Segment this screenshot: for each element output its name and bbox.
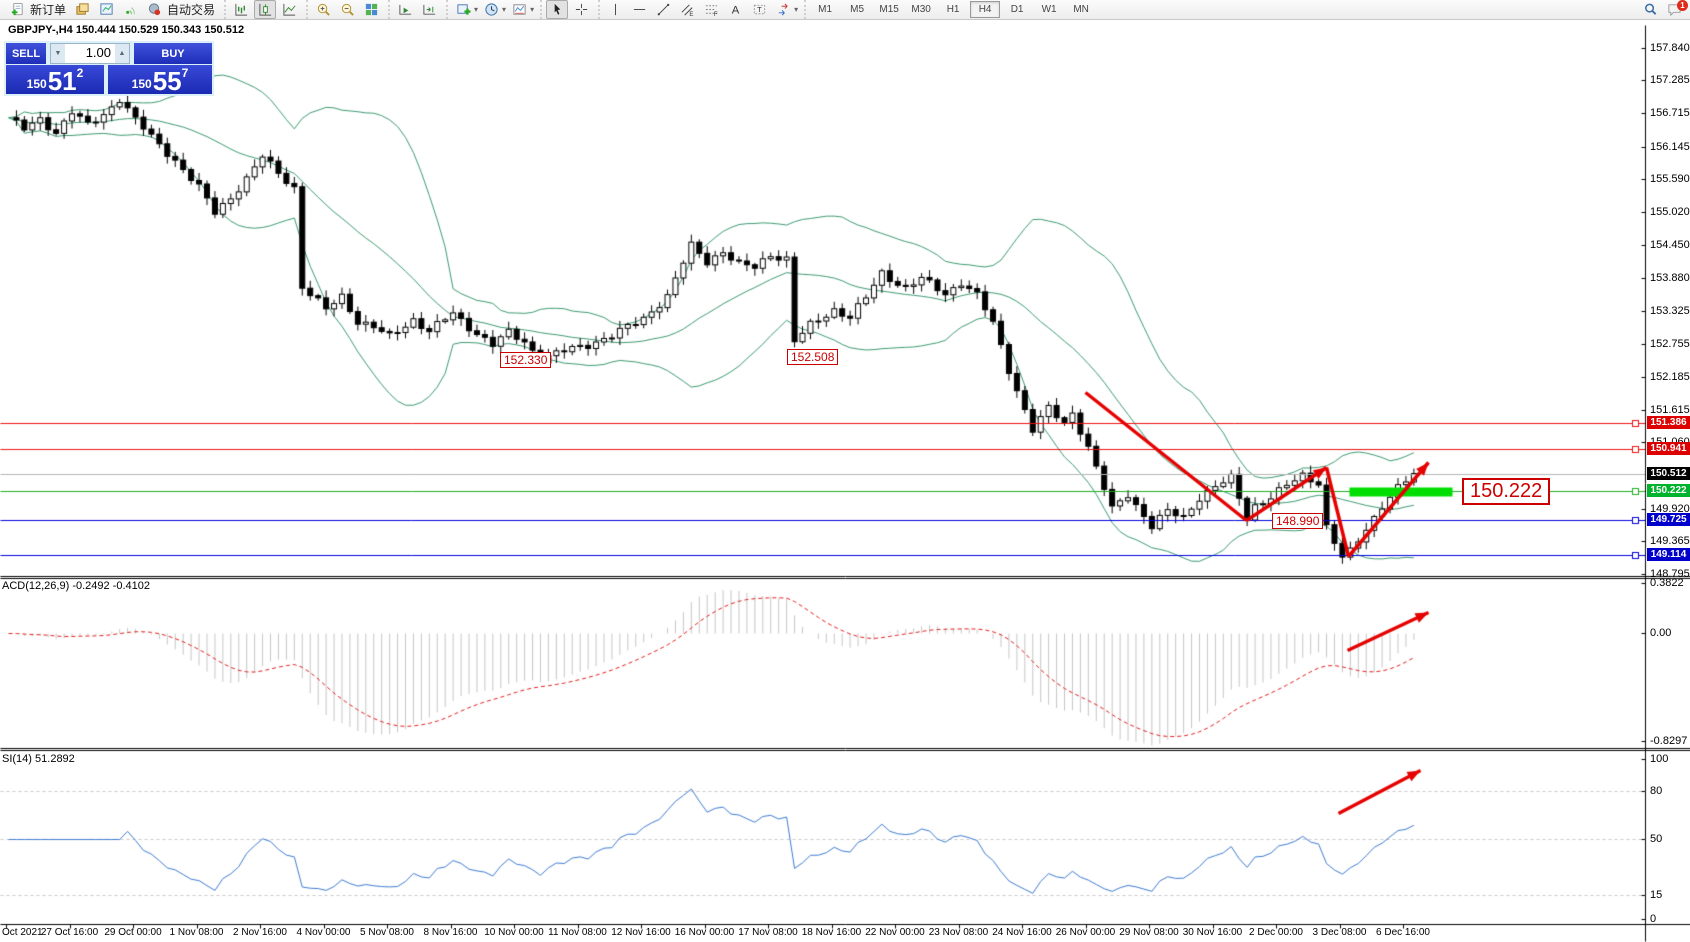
main-toolbar: 新订单 自动交易 ▾ ▾ ▾ E F A T ▾ M1 M5 M15 M30 H1 H4 D1 W1 MN 1 (0, 0, 1690, 20)
tile-windows-icon[interactable] (360, 0, 382, 19)
line-chart-icon[interactable] (278, 0, 300, 19)
chart-annotation[interactable]: 152.508 (787, 349, 839, 365)
volume-input[interactable]: 1.00 (85, 45, 111, 60)
ask-price-button[interactable]: 150 55 7 (108, 65, 212, 94)
crosshair-icon[interactable] (570, 0, 592, 19)
vertical-line-icon[interactable] (604, 0, 626, 19)
volume-increase-icon[interactable]: ▲ (115, 44, 129, 63)
auto-scroll-icon[interactable] (394, 0, 416, 19)
timeframe-button-h1[interactable]: H1 (946, 4, 960, 15)
dropdown-caret-icon[interactable]: ▾ (474, 5, 479, 14)
svg-text:T: T (757, 5, 762, 14)
one-click-trade-panel: SELL ▼ 1.00 ▲ BUY 150 51 2 150 55 7 (4, 41, 214, 96)
market-watch-icon[interactable] (95, 0, 117, 19)
zoom-in-icon[interactable] (312, 0, 334, 19)
price-chart-canvas[interactable] (0, 20, 1690, 942)
chart-annotation[interactable]: 148.990 (1272, 513, 1324, 529)
dropdown-caret-icon[interactable]: ▾ (530, 5, 535, 14)
bid-prefix: 150 (26, 77, 47, 91)
chart-annotation[interactable]: 152.330 (500, 352, 552, 368)
svg-text:E: E (689, 11, 693, 17)
volume-decrease-icon[interactable]: ▼ (51, 44, 65, 63)
buy-button[interactable]: BUY (134, 43, 212, 64)
horizontal-line-icon[interactable] (628, 0, 650, 19)
timeframe-button-h4[interactable]: H4 (970, 1, 1001, 18)
bid-pip-digit: 2 (76, 66, 84, 80)
periods-icon[interactable] (480, 0, 502, 19)
trendline-icon[interactable] (652, 0, 674, 19)
dropdown-caret-icon[interactable]: ▾ (502, 5, 507, 14)
bid-price-button[interactable]: 150 51 2 (6, 65, 104, 94)
ask-big-digits: 55 (152, 66, 182, 96)
svg-text:A: A (731, 5, 739, 17)
chart-window: 157.840 157.285 156.715 156.145 155.590 155.0… (0, 20, 1690, 942)
ask-pip-digit: 7 (181, 66, 189, 80)
new-order-icon[interactable] (6, 0, 28, 19)
text-icon[interactable]: A (724, 0, 746, 19)
timeframe-button-m5[interactable]: M5 (850, 4, 865, 15)
svg-text:F: F (713, 11, 717, 17)
label-icon[interactable]: T (748, 0, 770, 19)
chat-unread-badge: 1 (1677, 0, 1688, 11)
timeframe-button-m1[interactable]: M1 (818, 4, 833, 15)
timeframe-button-mn[interactable]: MN (1073, 4, 1089, 15)
autotrading-icon[interactable] (143, 0, 165, 19)
chat-icon[interactable]: 1 (1663, 0, 1688, 19)
chart-shift-icon[interactable] (418, 0, 440, 19)
macd-indicator-label: ACD(12,26,9) -0.2492 -0.4102 (2, 580, 150, 592)
arrows-icon[interactable] (772, 0, 794, 19)
candlestick-chart-icon[interactable] (254, 0, 277, 19)
ohlc-header: GBPJPY-,H4 150.444 150.529 150.343 150.5… (8, 24, 245, 36)
indicators-icon[interactable] (452, 0, 474, 19)
templates-icon[interactable] (508, 0, 530, 19)
rsi-indicator-label: SI(14) 51.2892 (2, 753, 75, 765)
fibonacci-icon[interactable]: F (700, 0, 722, 19)
bar-chart-icon[interactable] (230, 0, 252, 19)
channel-icon[interactable]: E (676, 0, 698, 19)
new-order-label: 新订单 (30, 3, 67, 17)
ask-prefix: 150 (131, 77, 152, 91)
zoom-out-icon[interactable] (336, 0, 358, 19)
autotrading-label: 自动交易 (167, 3, 216, 17)
cursor-icon[interactable] (546, 0, 569, 19)
volume-stepper[interactable]: ▼ 1.00 ▲ (50, 43, 130, 64)
sell-button[interactable]: SELL (6, 43, 46, 64)
signals-icon[interactable] (119, 0, 141, 19)
charts-cascade-icon[interactable] (71, 0, 93, 19)
timeframe-button-d1[interactable]: D1 (1010, 4, 1024, 15)
dropdown-caret-icon[interactable]: ▾ (794, 5, 799, 14)
timeframe-button-w1[interactable]: W1 (1041, 4, 1057, 15)
timeframe-button-m15[interactable]: M15 (879, 4, 899, 15)
timeframe-button-m30[interactable]: M30 (911, 4, 931, 15)
chart-annotation[interactable]: 150.222 (1462, 478, 1551, 505)
search-icon[interactable] (1639, 0, 1661, 19)
bid-big-digits: 51 (47, 66, 77, 96)
